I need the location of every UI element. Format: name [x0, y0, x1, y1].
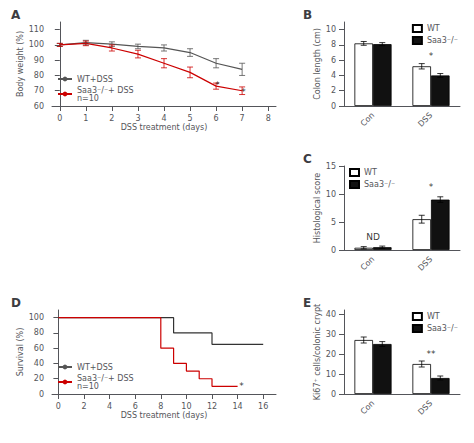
svg-text:Colon length (cm): Colon length (cm) — [313, 28, 322, 100]
svg-text:DSS: DSS — [416, 399, 434, 417]
svg-text:80: 80 — [34, 328, 44, 337]
svg-text:DSS treatment (days): DSS treatment (days) — [121, 123, 208, 132]
svg-text:WT: WT — [427, 312, 440, 321]
svg-text:40: 40 — [326, 310, 336, 319]
svg-text:Saa3⁻/⁻+ DSS: Saa3⁻/⁻+ DSS — [77, 85, 134, 95]
svg-text:WT+DSS: WT+DSS — [77, 75, 113, 84]
svg-text:10: 10 — [326, 25, 336, 34]
svg-text:4: 4 — [161, 114, 166, 123]
svg-text:30: 30 — [326, 330, 336, 339]
svg-text:8: 8 — [158, 402, 163, 411]
svg-text:0: 0 — [39, 390, 44, 399]
svg-text:Saa3⁻/⁻: Saa3⁻/⁻ — [427, 324, 458, 333]
svg-text:60: 60 — [34, 344, 44, 353]
svg-text:110: 110 — [29, 25, 44, 34]
svg-text:ND: ND — [366, 232, 380, 242]
svg-text:2: 2 — [81, 402, 86, 411]
svg-text:0: 0 — [331, 390, 336, 399]
svg-text:Con: Con — [359, 255, 376, 272]
svg-text:Survival (%): Survival (%) — [16, 328, 25, 377]
svg-text:6: 6 — [331, 56, 336, 65]
svg-text:5: 5 — [187, 114, 192, 123]
svg-text:10: 10 — [326, 190, 336, 199]
svg-text:B: B — [303, 8, 312, 22]
svg-text:Con: Con — [359, 399, 376, 416]
svg-text:20: 20 — [326, 350, 336, 359]
svg-text:Saa3⁻/⁻: Saa3⁻/⁻ — [427, 36, 458, 45]
svg-text:100: 100 — [29, 40, 44, 49]
svg-text:D: D — [11, 296, 21, 310]
svg-text:Ki67⁺ cells/colonic crypt: Ki67⁺ cells/colonic crypt — [313, 304, 322, 400]
svg-text:Saa3⁻/⁻+ DSS: Saa3⁻/⁻+ DSS — [77, 373, 134, 383]
svg-text:DSS: DSS — [416, 111, 434, 129]
svg-text:E: E — [303, 296, 311, 310]
svg-text:70: 70 — [34, 86, 44, 95]
svg-text:16: 16 — [258, 402, 268, 411]
svg-text:*: * — [239, 381, 244, 391]
svg-text:Body weight (%): Body weight (%) — [16, 31, 25, 97]
svg-text:6: 6 — [133, 402, 138, 411]
svg-text:2: 2 — [109, 114, 114, 123]
svg-text:*: * — [429, 182, 434, 192]
svg-text:60: 60 — [34, 102, 44, 111]
svg-text:DSS treatment (days): DSS treatment (days) — [121, 411, 208, 420]
svg-text:1: 1 — [83, 114, 88, 123]
svg-text:Con: Con — [359, 111, 376, 128]
svg-text:80: 80 — [34, 71, 44, 80]
svg-text:5: 5 — [331, 218, 336, 227]
svg-text:40: 40 — [34, 359, 44, 368]
svg-text:4: 4 — [107, 402, 112, 411]
svg-text:WT: WT — [427, 24, 440, 33]
svg-text:10: 10 — [326, 370, 336, 379]
svg-text:WT+DSS: WT+DSS — [77, 363, 113, 372]
svg-text:n=10: n=10 — [77, 382, 99, 391]
svg-text:8: 8 — [266, 114, 271, 123]
svg-text:*: * — [215, 80, 220, 90]
svg-text:WT: WT — [364, 168, 377, 177]
svg-text:7: 7 — [240, 114, 245, 123]
svg-text:0: 0 — [56, 402, 61, 411]
svg-text:90: 90 — [34, 56, 44, 65]
svg-text:*: * — [241, 87, 246, 97]
svg-text:Histological score: Histological score — [313, 173, 322, 243]
svg-text:8: 8 — [331, 40, 336, 49]
svg-text:n=10: n=10 — [77, 94, 99, 103]
svg-text:0: 0 — [331, 246, 336, 255]
svg-text:6: 6 — [214, 114, 219, 123]
svg-text:Saa3⁻/⁻: Saa3⁻/⁻ — [364, 180, 395, 189]
svg-text:20: 20 — [34, 374, 44, 383]
svg-text:14: 14 — [233, 402, 243, 411]
svg-text:4: 4 — [331, 71, 336, 80]
svg-text:15: 15 — [326, 162, 336, 171]
svg-text:3: 3 — [135, 114, 140, 123]
svg-text:*: * — [429, 51, 434, 61]
svg-text:10: 10 — [181, 402, 191, 411]
svg-text:0: 0 — [57, 114, 62, 123]
svg-text:100: 100 — [29, 313, 44, 322]
svg-text:**: ** — [427, 349, 437, 359]
svg-text:12: 12 — [207, 402, 217, 411]
svg-text:0: 0 — [331, 102, 336, 111]
svg-text:A: A — [11, 8, 21, 22]
svg-text:DSS: DSS — [416, 255, 434, 273]
svg-text:2: 2 — [331, 86, 336, 95]
svg-text:C: C — [303, 152, 312, 166]
